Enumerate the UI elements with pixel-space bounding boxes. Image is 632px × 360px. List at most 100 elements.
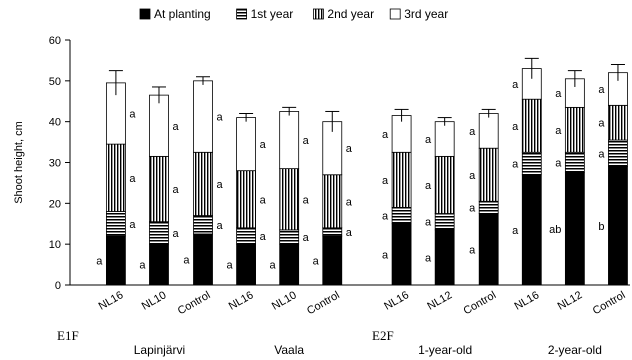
- significance-letter: a: [260, 139, 267, 151]
- bar-segment-2nd-year: [236, 170, 256, 229]
- bar-segment-2nd-year: [391, 151, 412, 208]
- plot-area: 0 10 20 30 40 50 60 Shoot height, cm a a a a NL16 a a a…: [13, 35, 630, 357]
- y-tick-label: 20: [49, 198, 61, 210]
- bar-segment-at-planting: [279, 243, 300, 286]
- y-tick-label: 0: [55, 280, 61, 292]
- y-tick-label: 60: [49, 35, 61, 47]
- significance-letter: a: [270, 260, 277, 272]
- panel-label: E1F: [57, 328, 79, 343]
- bar-segment-2nd-year: [105, 143, 126, 212]
- bar-segment-1st-year: [478, 200, 499, 214]
- legend-label: 3rd year: [404, 7, 448, 21]
- significance-letter: a: [382, 129, 389, 141]
- y-axis-label: Shoot height, cm: [13, 121, 25, 204]
- significance-letter: a: [129, 109, 136, 121]
- significance-letter: a: [469, 202, 476, 214]
- bar-segment-at-planting: [608, 166, 628, 286]
- bar-segment-at-planting: [149, 243, 169, 286]
- significance-letter: a: [183, 254, 190, 266]
- panel-label: E2F: [372, 328, 394, 343]
- bar-segment-at-planting: [478, 213, 499, 286]
- significance-letter: a: [598, 118, 605, 130]
- significance-letter: a: [313, 256, 320, 268]
- significance-letter: a: [217, 112, 224, 124]
- x-tick-label: NL16: [227, 289, 256, 313]
- significance-letter: a: [260, 231, 267, 243]
- significance-letter: a: [129, 173, 136, 185]
- bar-segment-3rd-year: [279, 111, 300, 170]
- group-label: Vaala: [274, 343, 304, 357]
- x-tick-label: Control: [461, 289, 498, 317]
- y-tick-label: 50: [49, 76, 61, 88]
- significance-letter: a: [129, 219, 136, 231]
- y-tick-label: 40: [49, 117, 61, 129]
- bar-segment-1st-year: [521, 151, 542, 176]
- bar-segment-2nd-year: [193, 151, 213, 216]
- legend-swatch: [312, 8, 324, 20]
- bar-segment-at-planting: [105, 235, 126, 286]
- significance-letter: a: [512, 79, 519, 91]
- x-tick-label: Control: [591, 289, 628, 317]
- bar-segment-1st-year: [564, 151, 585, 174]
- significance-letter: a: [346, 227, 353, 239]
- x-tick-label: NL16: [382, 289, 411, 313]
- bar-segment-1st-year: [236, 227, 256, 245]
- legend: At planting 1st year 2nd year 3rd year: [139, 7, 448, 21]
- bar-segment-1st-year: [391, 207, 412, 225]
- bar-segment-at-planting: [193, 233, 213, 286]
- bar-segment-1st-year: [279, 229, 300, 245]
- bar-segment-at-planting: [236, 243, 256, 286]
- x-tick-label: NL16: [97, 289, 126, 313]
- legend-swatch: [139, 8, 151, 20]
- bar-segment-2nd-year: [322, 174, 343, 229]
- significance-letter: a: [217, 179, 224, 191]
- significance-letter: a: [512, 121, 519, 133]
- significance-letter: a: [260, 194, 267, 206]
- significance-letter: a: [469, 244, 476, 256]
- significance-letter: a: [512, 225, 519, 237]
- bar-segment-3rd-year: [149, 94, 169, 157]
- significance-letter: a: [382, 175, 389, 187]
- significance-letter: a: [469, 126, 476, 138]
- bar-segment-1st-year: [608, 139, 628, 167]
- bar-segment-3rd-year: [478, 113, 499, 149]
- x-tick-label: NL10: [270, 289, 299, 313]
- group-label: Lapinjärvi: [134, 343, 185, 357]
- bar-segment-2nd-year: [478, 147, 499, 202]
- bar-segment-3rd-year: [193, 80, 213, 153]
- significance-letter: a: [425, 217, 432, 229]
- significance-letter: a: [96, 256, 103, 268]
- bar-segment-at-planting: [322, 235, 343, 286]
- significance-letter: a: [382, 249, 389, 261]
- group-label: 1-year-old: [418, 343, 472, 357]
- bar-segment-3rd-year: [236, 117, 256, 172]
- significance-letter: a: [346, 143, 353, 155]
- significance-letter: a: [555, 125, 562, 137]
- significance-letter: a: [425, 134, 432, 146]
- significance-letter: a: [226, 260, 233, 272]
- significance-letter: a: [139, 260, 146, 272]
- bar-segment-1st-year: [434, 213, 455, 231]
- x-tick-label: Control: [305, 289, 342, 317]
- bar-segment-1st-year: [193, 215, 213, 235]
- bar-segment-3rd-year: [434, 121, 455, 157]
- significance-letter: a: [217, 220, 224, 232]
- y-tick-label: 10: [49, 239, 61, 251]
- significance-letter: a: [555, 158, 562, 170]
- group-label: 2-year-old: [548, 343, 602, 357]
- significance-letter: a: [382, 211, 389, 223]
- significance-letter: a: [303, 135, 310, 147]
- legend-swatch: [236, 8, 248, 20]
- legend-label: At planting: [154, 7, 211, 21]
- significance-letter: a: [172, 184, 179, 196]
- significance-letter: ab: [549, 224, 561, 236]
- significance-letter: a: [303, 232, 310, 244]
- bar-segment-1st-year: [322, 227, 343, 237]
- bar-segment-2nd-year: [149, 155, 169, 223]
- bar-segment-2nd-year: [434, 155, 455, 214]
- x-tick-label: Control: [176, 289, 213, 317]
- legend-label: 2nd year: [327, 7, 374, 21]
- significance-letter: a: [598, 84, 605, 96]
- significance-letter: a: [555, 88, 562, 100]
